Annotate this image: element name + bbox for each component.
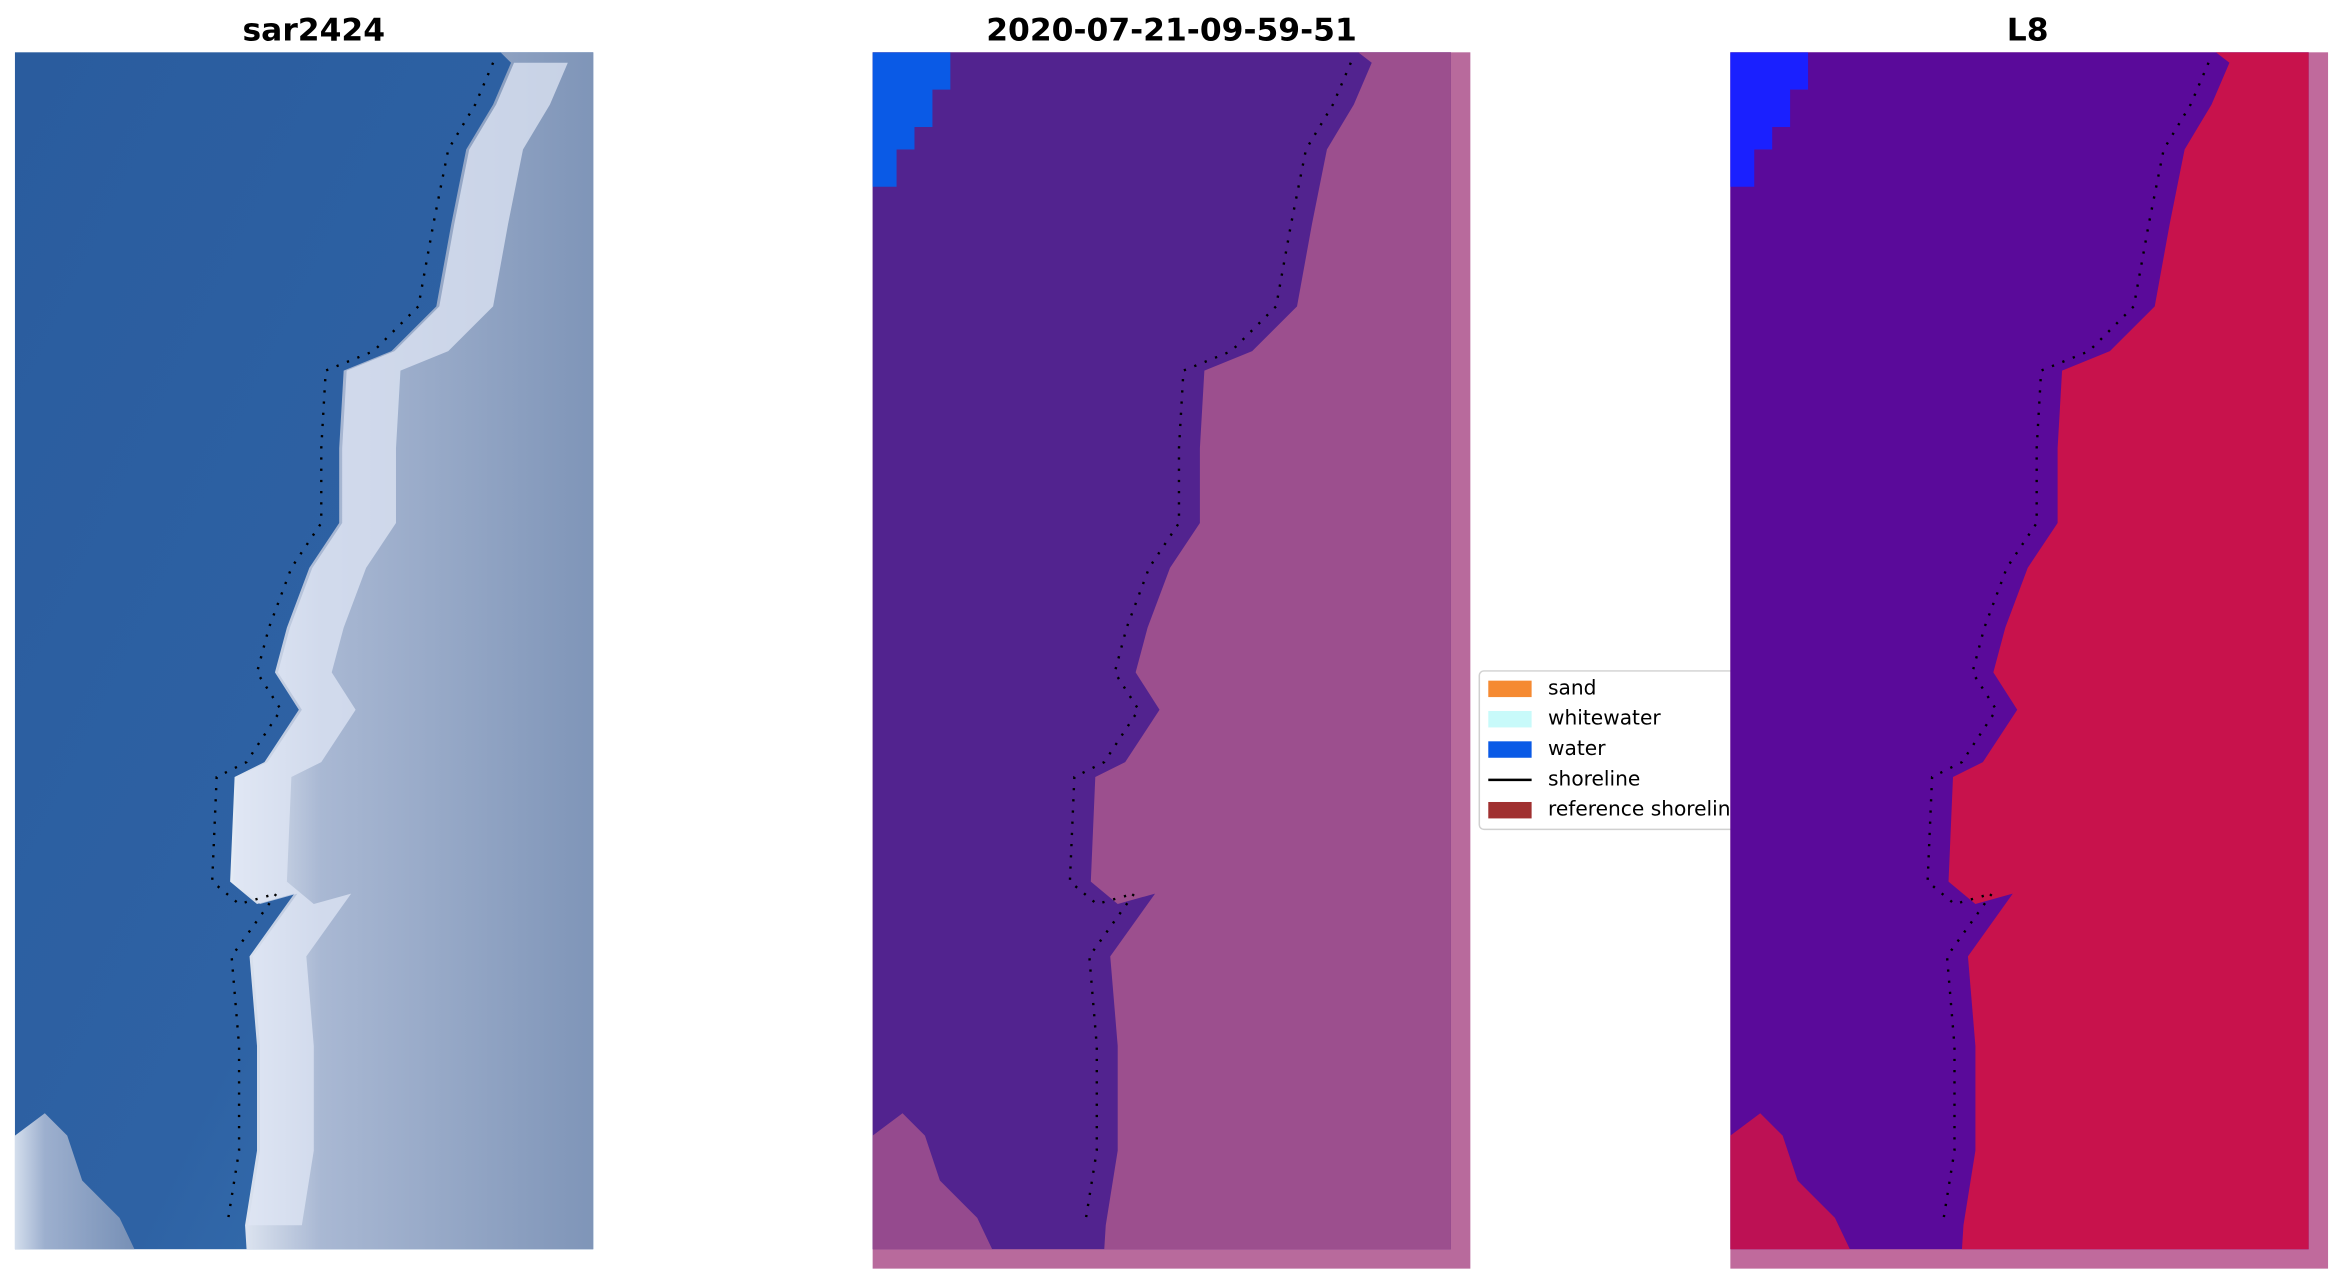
land-patch [14, 1113, 135, 1250]
image-panel [14, 52, 594, 1250]
legend-label: whitewater [1548, 706, 1661, 730]
water-class [872, 52, 951, 187]
land-patch [1730, 1113, 1850, 1250]
legend: sand whitewater water shoreline reference sh… [1478, 670, 1764, 831]
legend-patch [1488, 710, 1532, 728]
panel-title: L8 [2007, 12, 2049, 48]
panel-title: sar2424 [243, 12, 386, 48]
water-class [1730, 52, 1809, 187]
legend-patch [1488, 741, 1532, 758]
land [1090, 52, 1451, 1250]
legend-patch [1488, 801, 1532, 819]
legend-label: water [1548, 736, 1606, 760]
panel-title: 2020-07-21-09-59-51 [986, 12, 1357, 48]
legend-patch [1488, 680, 1532, 698]
land-patch [872, 1113, 993, 1250]
legend-label: shoreline [1548, 766, 1640, 790]
legend-label: reference shoreline [1548, 797, 1743, 821]
image-panel [872, 52, 1471, 1269]
land [1948, 52, 2309, 1250]
land [230, 52, 594, 1250]
whitewater-band [233, 62, 568, 1226]
image-panel [1730, 52, 2329, 1269]
legend-label: sand [1548, 675, 1596, 699]
